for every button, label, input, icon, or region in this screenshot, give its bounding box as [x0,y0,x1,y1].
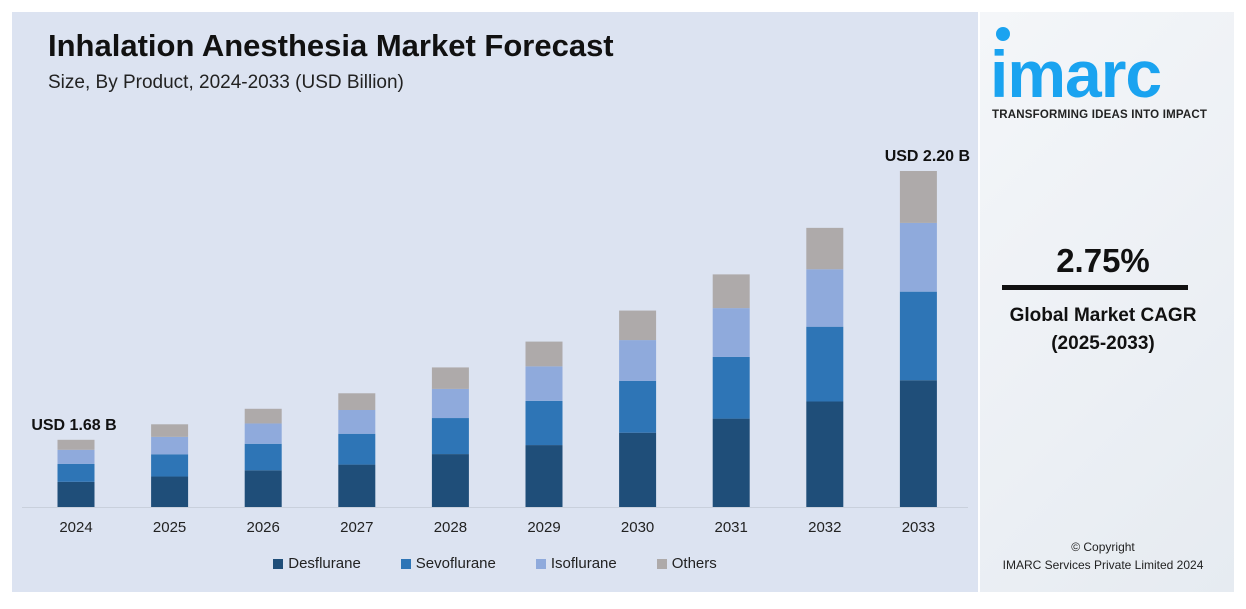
legend-item-isoflurane: Isoflurane [535,555,617,572]
bar-sevoflurane-2027 [338,433,376,465]
x-tick-label: 2028 [434,519,467,536]
bar-desflurane-2031 [712,418,750,507]
x-tick-label: 2027 [340,519,373,536]
logo-dot-icon [996,27,1010,41]
brand-sidebar: imarc TRANSFORMING IDEAS INTO IMPACT 2.7… [980,12,1234,592]
legend-item-desflurane: Desflurane [273,555,361,572]
bar-sevoflurane-2028 [431,418,469,455]
bar-desflurane-2028 [431,454,469,507]
legend-label: Isoflurane [550,555,617,572]
x-tick-label: 2030 [621,519,654,536]
bar-others-2025 [151,424,189,437]
copyright-line1: © Copyright [1071,540,1135,554]
bar-others-2028 [431,367,469,389]
bar-isoflurane-2027 [338,409,376,434]
bar-desflurane-2025 [151,476,189,507]
bar-sevoflurane-2032 [806,326,844,402]
legend-swatch [656,558,667,569]
x-tick-label: 2025 [153,519,186,536]
bar-desflurane-2030 [619,432,657,507]
bar-isoflurane-2024 [57,449,95,464]
bar-sevoflurane-2024 [57,463,95,482]
copyright: © Copyright IMARC Services Private Limit… [980,538,1226,574]
bar-others-2032 [806,227,844,270]
bar-isoflurane-2031 [712,308,750,357]
legend-label: Others [671,555,717,572]
logo-tagline: TRANSFORMING IDEAS INTO IMPACT [992,109,1208,121]
cagr-label-line2: (2025-2033) [1051,333,1155,354]
bar-sevoflurane-2026 [244,443,282,471]
bar-sevoflurane-2030 [619,380,657,433]
cagr-label-line1: Global Market CAGR [1009,305,1197,326]
bar-sevoflurane-2031 [712,356,750,419]
cagr-value: 2.75% [1056,242,1150,279]
x-tick-label: 2031 [715,519,748,536]
bar-desflurane-2024 [57,481,95,507]
bar-others-2026 [244,408,282,424]
x-tick-label: 2033 [902,519,935,536]
bar-isoflurane-2033 [899,222,937,292]
legend-item-others: Others [656,555,717,572]
chart-panel: Inhalation Anesthesia Market Forecast Si… [12,12,978,592]
bar-others-2024 [57,439,95,450]
bar-sevoflurane-2029 [525,400,563,446]
bar-isoflurane-2032 [806,269,844,327]
bar-sevoflurane-2025 [151,454,189,477]
bar-isoflurane-2030 [619,340,657,381]
chart-subtitle: Size, By Product, 2024-2033 (USD Billion… [48,72,404,93]
total-label-2024: USD 1.68 B [31,417,116,434]
bar-desflurane-2032 [806,401,844,507]
legend-label: Desflurane [288,555,361,572]
legend-swatch [535,558,546,569]
bar-isoflurane-2028 [431,388,469,419]
bar-desflurane-2026 [244,470,282,507]
stacked-bar-chart: 2024 USD 1.68 B 2025 2026 2027 2028 2029 2030 20… [22,148,970,536]
bar-others-2027 [338,393,376,410]
x-tick-label: 2029 [527,519,560,536]
bar-desflurane-2027 [338,464,376,507]
x-tick-label: 2032 [808,519,841,536]
bar-others-2029 [525,341,563,367]
imarc-logo: imarc [990,37,1162,111]
bar-isoflurane-2025 [151,436,189,455]
bar-sevoflurane-2033 [899,291,937,381]
total-label-2033: USD 2.20 B [885,148,970,165]
cagr-divider [1002,285,1188,290]
legend-label: Sevoflurane [415,555,496,572]
bar-others-2030 [619,310,657,341]
bar-isoflurane-2026 [244,423,282,444]
legend-item-sevoflurane: Sevoflurane [400,555,496,572]
legend-swatch [273,558,284,569]
x-tick-label: 2026 [247,519,280,536]
legend-swatch [400,558,411,569]
x-tick-label: 2024 [59,519,92,536]
bar-desflurane-2029 [525,445,563,507]
copyright-line2: IMARC Services Private Limited 2024 [1002,558,1204,572]
bar-isoflurane-2029 [525,366,563,401]
bar-others-2031 [712,274,750,309]
bar-others-2033 [899,171,937,223]
cagr-label: Global Market CAGR (2025-2033) [980,302,1226,358]
legend: Desflurane Sevoflurane Isoflurane Others [12,555,978,572]
bar-desflurane-2033 [899,380,937,507]
chart-title: Inhalation Anesthesia Market Forecast [48,28,614,63]
